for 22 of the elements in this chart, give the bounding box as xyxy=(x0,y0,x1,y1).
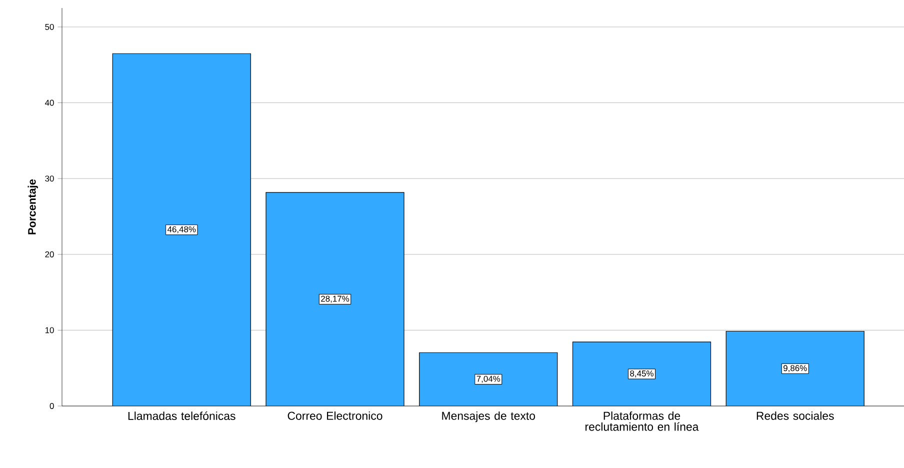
data-label: 46,48% xyxy=(167,226,196,234)
x-tick-label: Mensajes de texto xyxy=(442,411,535,422)
x-tick-label: Llamadas telefónicas xyxy=(128,411,236,420)
bar xyxy=(266,192,404,406)
x-tick-label: Redes sociales xyxy=(756,411,834,420)
x-tick-label: Plataformas de reclutamiento en línea xyxy=(586,411,699,431)
bar xyxy=(112,54,251,406)
y-tick-label: 20 xyxy=(45,251,54,258)
y-axis-title: Porcentaje xyxy=(28,179,38,234)
y-tick-label: 50 xyxy=(45,24,54,30)
bar xyxy=(419,352,558,406)
bar xyxy=(726,330,864,406)
data-label: 9,86% xyxy=(784,365,807,372)
y-tick-label: 0 xyxy=(50,403,54,409)
y-tick-label: 30 xyxy=(45,176,54,182)
data-label: 7,04% xyxy=(476,376,500,383)
data-label: 8,45% xyxy=(630,370,654,378)
data-label: 28,17% xyxy=(321,296,350,303)
y-tick-label: 40 xyxy=(45,100,54,106)
y-tick-label: 10 xyxy=(45,327,54,334)
x-tick-label: Correo Electronico xyxy=(288,411,382,420)
bar xyxy=(572,342,711,406)
